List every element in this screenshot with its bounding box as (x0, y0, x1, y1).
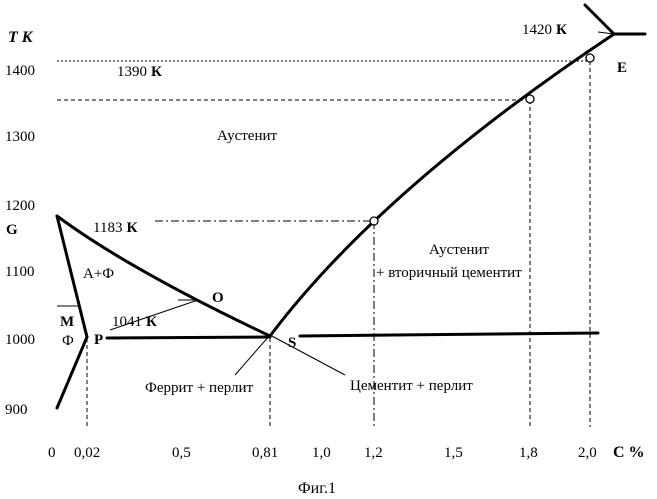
curve-eutectoid-left (105, 335, 272, 340)
curve-eutectoid-right (298, 331, 600, 338)
region-austenite-ferrite: А+Ф (83, 266, 114, 282)
guide-1041-lower (109, 299, 199, 331)
point-e: E (617, 60, 627, 76)
leader-1420 (597, 31, 615, 35)
x-tick-15: 1,5 (444, 445, 463, 461)
y-tick-1300: 1300 (5, 129, 35, 145)
annot-1041: 1041 К (112, 313, 157, 330)
x-tick-10: 1,0 (312, 445, 331, 461)
curve-e-up (583, 3, 616, 36)
x-axis-title: С % (613, 444, 645, 461)
y-tick-1400: 1400 (5, 63, 35, 79)
annot-1420: 1420 К (522, 21, 567, 38)
annot-1390: 1390 К (117, 63, 162, 80)
annot-1183: 1183 К (93, 219, 137, 236)
y-tick-1200: 1200 (5, 198, 35, 214)
point-m: M (60, 314, 74, 330)
leader-ferrite-pearlite (234, 334, 271, 376)
curve-ac3-go (55, 214, 272, 338)
y-tick-1100: 1100 (5, 264, 34, 280)
point-o: O (212, 290, 224, 306)
region-austenite-cementite-line2: + вторичный цементит (376, 265, 522, 281)
region-austenite: Аустенит (217, 128, 278, 144)
leader-cementite-pearlite (269, 334, 346, 376)
x-tick-20: 2,0 (578, 445, 597, 461)
point-g: G (6, 222, 18, 238)
region-austenite-cementite-line1: Аустенит (429, 242, 490, 258)
x-tick-12: 1,2 (364, 445, 383, 461)
figure-caption: Фиг.1 (298, 480, 336, 497)
marker-1183 (369, 216, 379, 226)
curve-gp (55, 214, 89, 339)
point-s: S (288, 335, 296, 351)
y-axis-title: Т К (8, 29, 34, 46)
region-ferrite: Ф (62, 333, 74, 349)
x-tick-081: 0,81 (252, 445, 278, 461)
x-tick-18: 1,8 (519, 445, 538, 461)
y-tick-900: 900 (5, 402, 28, 418)
region-cementite-pearlite: Цементит + перлит (350, 378, 473, 394)
x-tick-0: 0 (48, 445, 56, 461)
marker-1340 (525, 94, 535, 104)
x-tick-002: 0,02 (74, 445, 100, 461)
region-ferrite-pearlite: Феррит + перлит (145, 380, 254, 396)
y-tick-1000: 1000 (5, 332, 35, 348)
x-tick-05: 0,5 (172, 445, 191, 461)
curve-acm-se (268, 32, 616, 338)
point-p: P (94, 332, 103, 348)
marker-1390 (585, 53, 595, 63)
curve-pq (55, 335, 89, 410)
